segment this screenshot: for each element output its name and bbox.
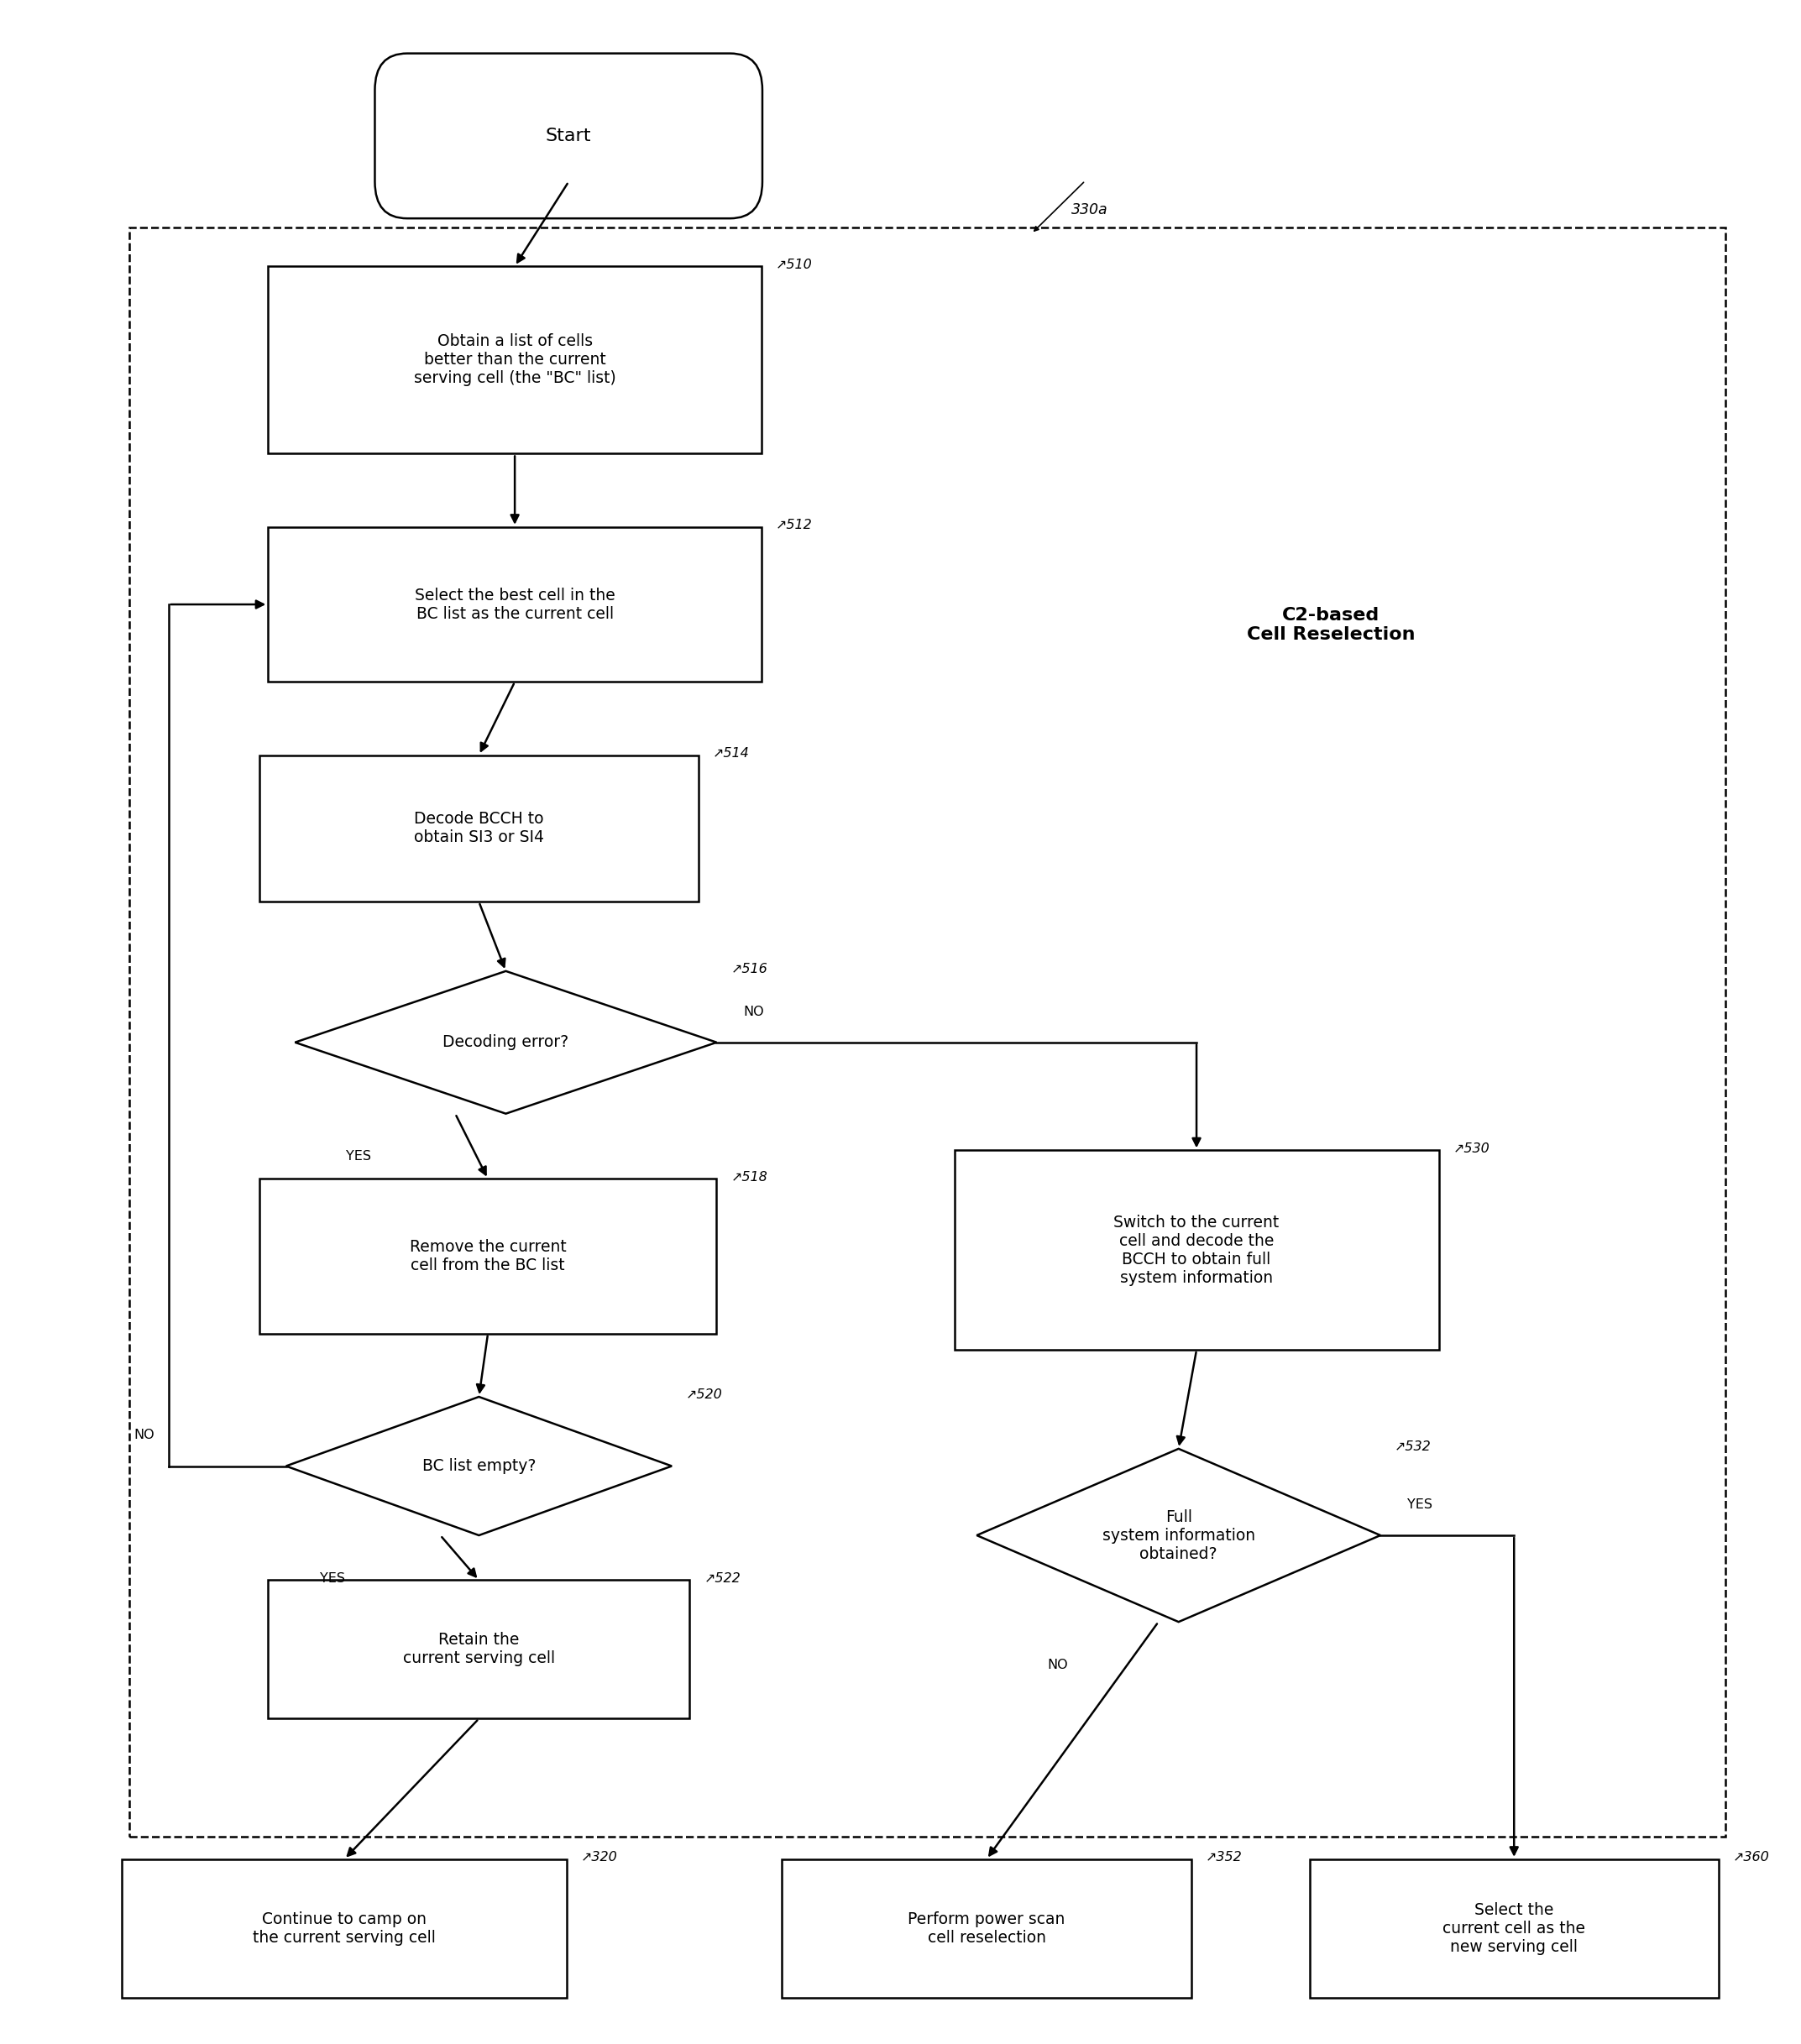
Bar [1309,1860,1718,1997]
Bar [259,754,699,901]
Text: Remove the current
cell from the BC list: Remove the current cell from the BC list [409,1239,566,1273]
Text: Obtain a list of cells
better than the current
serving cell (the "BC" list): Obtain a list of cells better than the c… [414,333,616,386]
Text: ↗360: ↗360 [1733,1852,1770,1864]
Text: Start: Start [546,127,591,145]
Text: C2-based
Cell Reselection: C2-based Cell Reselection [1246,607,1416,644]
Bar [259,1179,717,1333]
Text: YES: YES [346,1151,371,1163]
Text: ↗352: ↗352 [1205,1852,1243,1864]
Polygon shape [976,1449,1380,1621]
Bar [130,227,1725,1838]
Text: Switch to the current
cell and decode the
BCCH to obtain full
system information: Switch to the current cell and decode th… [1113,1214,1279,1286]
Text: ↗516: ↗516 [731,963,767,975]
Text: Continue to camp on
the current serving cell: Continue to camp on the current serving … [252,1911,436,1946]
Text: YES: YES [321,1572,346,1584]
FancyBboxPatch shape [375,53,762,219]
Text: ↗320: ↗320 [582,1852,618,1864]
Text: YES: YES [1407,1498,1432,1511]
Text: NO: NO [744,1006,764,1018]
Text: ↗518: ↗518 [731,1171,767,1183]
Polygon shape [286,1396,672,1535]
Polygon shape [295,971,717,1114]
Bar [122,1860,567,1997]
Text: Perform power scan
cell reselection: Perform power scan cell reselection [908,1911,1064,1946]
Text: ↗522: ↗522 [704,1572,740,1584]
Text: ↗510: ↗510 [776,258,812,270]
Text: ↗520: ↗520 [686,1388,722,1402]
Bar [782,1860,1190,1997]
Text: ↗514: ↗514 [713,746,749,760]
Text: ↗530: ↗530 [1453,1143,1489,1155]
Bar [955,1151,1439,1349]
Text: ↗532: ↗532 [1394,1441,1432,1453]
Text: BC list empty?: BC list empty? [421,1457,535,1474]
Text: Full
system information
obtained?: Full system information obtained? [1102,1508,1255,1562]
Text: Decoding error?: Decoding error? [443,1034,569,1051]
Text: ↗512: ↗512 [776,519,812,531]
Text: Decode BCCH to
obtain SI3 or SI4: Decode BCCH to obtain SI3 or SI4 [414,811,544,846]
Text: Select the best cell in the
BC list as the current cell: Select the best cell in the BC list as t… [414,587,614,621]
Bar [268,527,762,683]
Text: NO: NO [133,1429,155,1441]
Text: Select the
current cell as the
new serving cell: Select the current cell as the new servi… [1443,1903,1585,1954]
Text: NO: NO [1046,1658,1068,1672]
Bar [268,1580,690,1719]
Text: Retain the
current serving cell: Retain the current serving cell [403,1633,555,1666]
Bar [268,266,762,454]
Text: 330a: 330a [1072,202,1108,217]
